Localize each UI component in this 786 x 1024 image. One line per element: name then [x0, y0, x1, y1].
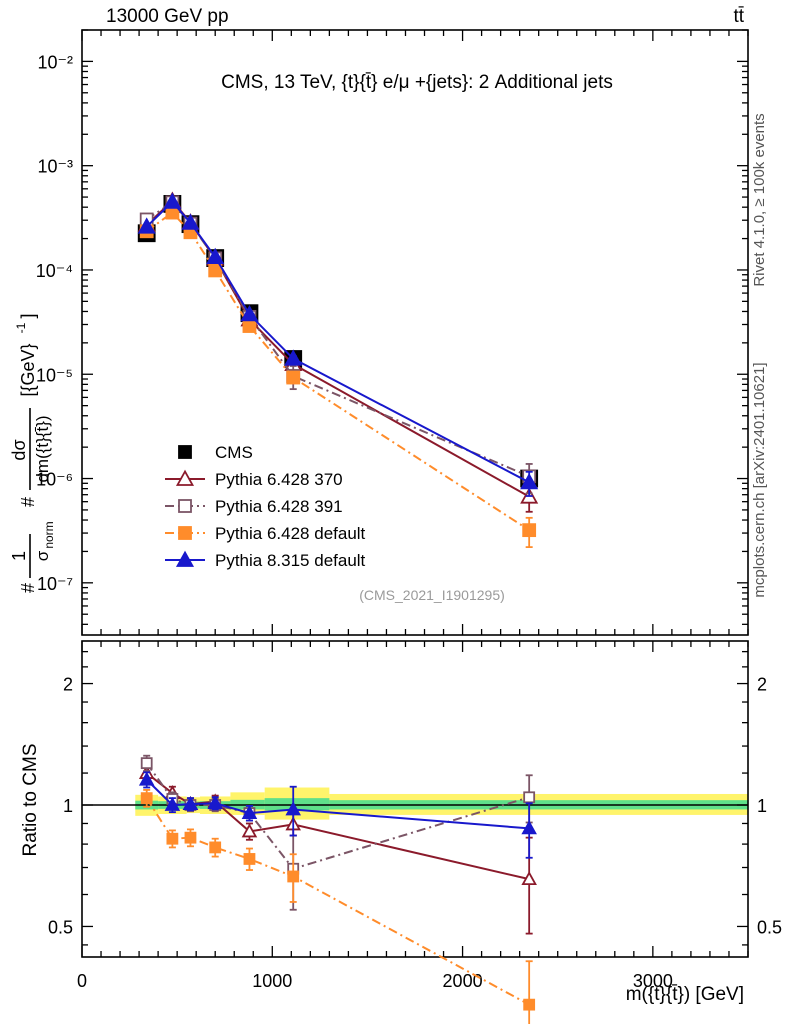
- ytick-label-ratio: 2: [63, 675, 73, 695]
- data-point-marker: [241, 804, 258, 819]
- y-axis-label-ratio: Ratio to CMS: [20, 744, 41, 857]
- data-point-marker: [206, 247, 225, 264]
- legend-entry-label[interactable]: CMS: [215, 443, 253, 462]
- legend-entry-label[interactable]: Pythia 8.315 default: [215, 551, 366, 570]
- data-point-marker: [523, 791, 536, 804]
- data-point-marker: [140, 757, 153, 770]
- ytick-label-main: 10⁻²: [37, 52, 73, 72]
- y-axis-label-part: dσ: [9, 439, 29, 460]
- series-pythia-6-428-default: [140, 789, 536, 1024]
- data-point-marker: [241, 823, 258, 838]
- data-point-marker: [181, 213, 200, 230]
- data-point-marker: [175, 550, 195, 567]
- data-point-marker: [163, 192, 182, 209]
- data-point-marker: [287, 870, 300, 883]
- xtick-label: 2000: [443, 971, 483, 991]
- data-point-marker: [178, 445, 192, 459]
- data-point-marker: [208, 263, 223, 278]
- main-panel-frame: [81, 29, 749, 636]
- data-point-marker: [521, 871, 537, 886]
- xtick-label: 3000: [633, 971, 673, 991]
- ytick-label-ratio: 1: [63, 796, 73, 816]
- header-process-label: tt̄: [733, 6, 744, 27]
- legend-entry-label[interactable]: Pythia 6.428 default: [215, 524, 366, 543]
- legend-entry-label[interactable]: Pythia 6.428 370: [215, 470, 343, 489]
- y-axis-label-part: [{GeV}: [18, 343, 38, 396]
- series-pythia-8-315-default: [137, 192, 539, 497]
- data-point-marker: [207, 795, 223, 810]
- y-axis-label-main: #1 σ norm # dσ dm({t}{t̄}) [{GeV} -1]: [9, 313, 56, 593]
- analysis-watermark: (CMS_2021_I1901295): [359, 587, 505, 603]
- data-point-marker: [178, 526, 192, 540]
- panel-gap-mask: [0, 636, 786, 640]
- y-axis-label-part: norm: [42, 521, 56, 548]
- x-axis-label: m({t}{t̄}) [GeV]: [626, 984, 744, 1005]
- data-point-marker: [285, 801, 301, 816]
- series-line: [145, 762, 530, 870]
- header-beam-energy: 13000 GeV pp: [106, 6, 229, 27]
- data-point-marker: [521, 820, 537, 835]
- legend: CMS Pythia 6.428 370 Pythia 6.428 391 Pythi…: [165, 443, 366, 570]
- ytick-label-main: 10⁻⁴: [36, 261, 73, 281]
- y-axis-label-part: #: [18, 497, 38, 507]
- data-point-marker: [137, 217, 156, 234]
- series-pythia-6-428-370: [137, 191, 539, 513]
- data-point-marker: [209, 841, 222, 854]
- band-inner-segment: [264, 798, 330, 811]
- series-pythia-6-428-391: [140, 754, 536, 911]
- side-label-source: mcplots.cern.ch [arXiv:2401.10621]: [751, 362, 768, 597]
- y-axis-label-part: -1: [14, 322, 28, 333]
- ytick-label-main: 10⁻⁶: [36, 470, 73, 490]
- data-point-marker: [522, 523, 537, 538]
- ratio-panel-frame: [81, 640, 749, 958]
- data-point-marker: [520, 472, 539, 490]
- ytick-label-ratio-right: 0.5: [757, 917, 782, 937]
- data-point-marker: [182, 796, 199, 811]
- ytick-label-ratio-right: 1: [757, 796, 767, 816]
- ytick-label-main: 10⁻⁵: [36, 365, 73, 385]
- y-axis-label-part: 1: [9, 551, 29, 561]
- y-axis-label-part: #: [18, 583, 38, 593]
- data-point-marker: [286, 370, 301, 385]
- series-cms: [137, 195, 539, 488]
- y-axis-label-part: dm({t}{t̄}): [33, 415, 52, 482]
- series-pythia-6-428-370: [138, 764, 537, 935]
- series-pythia-8-315-default: [138, 771, 537, 859]
- data-point-marker: [166, 832, 179, 845]
- series-line: [146, 772, 530, 881]
- ytick-label-ratio-right: 2: [757, 675, 767, 695]
- xtick-label: 0: [77, 971, 87, 991]
- data-point-marker: [184, 831, 197, 844]
- side-label-generator: Rivet 4.1.0, ≥ 100k events: [751, 113, 768, 286]
- data-point-marker: [240, 305, 259, 322]
- y-axis-label-part: ]: [18, 313, 38, 318]
- xtick-label: 1000: [252, 971, 292, 991]
- data-point-marker: [175, 469, 195, 486]
- legend-entry-label[interactable]: Pythia 6.428 391: [215, 497, 343, 516]
- ytick-label-main: 10⁻⁷: [37, 574, 73, 594]
- data-point-marker: [164, 796, 181, 811]
- series-line: [146, 201, 530, 478]
- data-point-marker: [178, 499, 192, 513]
- plot-title: CMS, 13 TeV, {t}{t̄} e/μ +{jets}: 2 Addi…: [221, 72, 613, 93]
- series-pythia-6-428-391: [139, 195, 537, 495]
- y-axis-label-part: σ: [33, 550, 52, 561]
- data-point-marker: [242, 319, 257, 333]
- ytick-label-ratio: 0.5: [48, 917, 73, 937]
- data-point-marker: [140, 792, 153, 805]
- ytick-label-main: 10⁻³: [37, 157, 73, 177]
- data-point-marker: [284, 349, 303, 366]
- data-point-marker: [138, 771, 155, 786]
- data-point-marker: [243, 853, 256, 865]
- data-point-marker: [523, 998, 536, 1011]
